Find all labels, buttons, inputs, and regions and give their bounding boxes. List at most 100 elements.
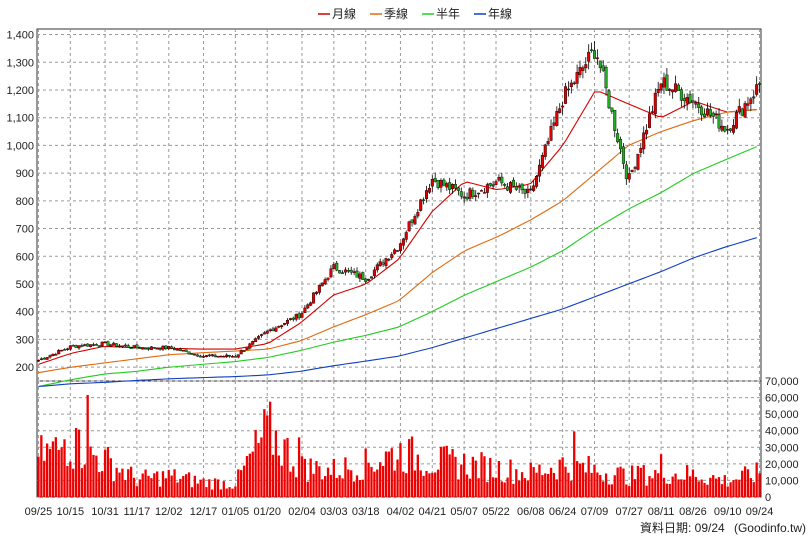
volume-bar-88 bbox=[292, 466, 295, 497]
x-tick-label-19: 08/11 bbox=[648, 506, 675, 518]
volume-bar-24 bbox=[106, 446, 110, 497]
volume-bar-135 bbox=[428, 473, 431, 497]
candle-body-167 bbox=[520, 183, 524, 191]
candle-body-209 bbox=[642, 132, 646, 150]
volume-bar-69 bbox=[237, 469, 240, 497]
volume-bar-4 bbox=[48, 448, 52, 497]
price-grid bbox=[37, 29, 761, 381]
candle-body-229 bbox=[700, 106, 704, 116]
volume-bar-25 bbox=[109, 458, 112, 497]
candle-body-11 bbox=[68, 345, 72, 350]
candle-body-120 bbox=[384, 258, 388, 266]
volume-bar-171 bbox=[532, 467, 535, 497]
volume-bar-207 bbox=[636, 465, 640, 497]
candle-body-96 bbox=[314, 291, 318, 294]
volume-bar-74 bbox=[251, 451, 254, 497]
volume-bar-121 bbox=[387, 451, 391, 497]
candle-body-37 bbox=[144, 348, 148, 350]
volume-bar-137 bbox=[434, 472, 437, 497]
volume-bar-163 bbox=[509, 459, 512, 497]
candle-body-87 bbox=[288, 318, 292, 320]
candle-body-85 bbox=[283, 322, 287, 325]
price-tick-label-3: 500 bbox=[16, 279, 34, 291]
candle-body-199 bbox=[613, 109, 617, 131]
volume-bar-231 bbox=[706, 484, 709, 497]
candle-body-173 bbox=[537, 164, 541, 177]
volume-bar-209 bbox=[642, 465, 645, 497]
volume-tick-label-6: 60,000 bbox=[765, 393, 799, 405]
candle-body-100 bbox=[326, 277, 330, 280]
candle-body-193 bbox=[595, 57, 599, 60]
x-tick-label-21: 09/10 bbox=[714, 506, 742, 518]
volume-bar-82 bbox=[274, 430, 278, 497]
volume-bar-73 bbox=[248, 453, 252, 497]
candle-body-52 bbox=[187, 351, 191, 355]
data-date-label: 資料日期: 09/24 bbox=[640, 521, 725, 535]
volume-bar-126 bbox=[402, 471, 405, 497]
volume-bar-127 bbox=[405, 473, 408, 497]
volume-bar-213 bbox=[654, 470, 657, 497]
volume-bar-241 bbox=[735, 479, 738, 497]
volume-bar-29 bbox=[121, 468, 124, 497]
candle-body-66 bbox=[228, 355, 232, 357]
price-tick-label-2: 400 bbox=[16, 307, 34, 319]
candle-body-90 bbox=[297, 313, 301, 319]
candle-body-80 bbox=[268, 329, 272, 331]
volume-bar-114 bbox=[367, 462, 370, 497]
volume-bar-75 bbox=[254, 429, 257, 497]
volume-bar-158 bbox=[494, 477, 498, 497]
volume-bar-240 bbox=[732, 480, 735, 497]
volume-bar-100 bbox=[326, 467, 330, 497]
volume-bar-245 bbox=[746, 469, 750, 497]
volume-bar-225 bbox=[688, 476, 692, 497]
legend-label-3: 年線 bbox=[488, 6, 512, 21]
candle-body-51 bbox=[184, 349, 188, 352]
source-label: (Goodinfo.tw) bbox=[734, 521, 806, 535]
volume-bar-58 bbox=[205, 487, 208, 497]
date-x-axis: 09/25 10/15 10/31 11/17 12/02 12/17 01/05 01/20… bbox=[25, 506, 774, 518]
volume-bar-0 bbox=[37, 456, 40, 497]
candle-body-76 bbox=[257, 336, 261, 339]
candle-body-101 bbox=[329, 268, 333, 278]
candle-body-178 bbox=[552, 122, 556, 126]
volume-bar-243 bbox=[741, 470, 744, 497]
candle-body-84 bbox=[280, 325, 284, 327]
candle-body-172 bbox=[535, 176, 539, 187]
volume-bar-35 bbox=[138, 479, 141, 497]
candle-body-56 bbox=[199, 355, 203, 358]
volume-bar-157 bbox=[491, 477, 495, 497]
candle-body-224 bbox=[685, 97, 689, 104]
candle-body-18 bbox=[89, 344, 93, 347]
candle-body-179 bbox=[555, 110, 559, 126]
volume-bar-18 bbox=[89, 446, 92, 497]
candle-body-47 bbox=[173, 348, 177, 351]
candle-body-131 bbox=[416, 212, 420, 217]
candle-body-129 bbox=[410, 219, 414, 223]
volume-bar-128 bbox=[407, 439, 411, 497]
candle-body-233 bbox=[711, 112, 715, 117]
candle-body-207 bbox=[636, 153, 640, 170]
volume-bar-152 bbox=[477, 478, 480, 497]
candle-body-175 bbox=[543, 144, 547, 157]
volume-bar-46 bbox=[170, 475, 173, 497]
candle-body-202 bbox=[621, 146, 625, 164]
volume-bar-162 bbox=[506, 477, 509, 497]
volume-bar-141 bbox=[445, 445, 448, 497]
candle-body-143 bbox=[451, 184, 455, 189]
candle-body-43 bbox=[161, 345, 165, 350]
volume-bar-72 bbox=[245, 456, 249, 497]
candle-body-67 bbox=[230, 356, 234, 358]
volume-bar-87 bbox=[289, 471, 292, 497]
volume-bar-112 bbox=[361, 479, 364, 497]
candle-body-200 bbox=[616, 133, 620, 143]
candle-body-232 bbox=[708, 109, 712, 116]
candle-body-34 bbox=[135, 344, 139, 349]
x-tick-label-18: 07/27 bbox=[615, 506, 643, 518]
candle-body-45 bbox=[167, 346, 171, 349]
candle-body-139 bbox=[439, 180, 443, 188]
volume-bar-234 bbox=[714, 478, 718, 497]
candle-body-64 bbox=[222, 356, 226, 358]
volume-bar-168 bbox=[523, 478, 527, 497]
volume-bar-21 bbox=[98, 472, 101, 497]
volume-bar-244 bbox=[743, 466, 747, 497]
